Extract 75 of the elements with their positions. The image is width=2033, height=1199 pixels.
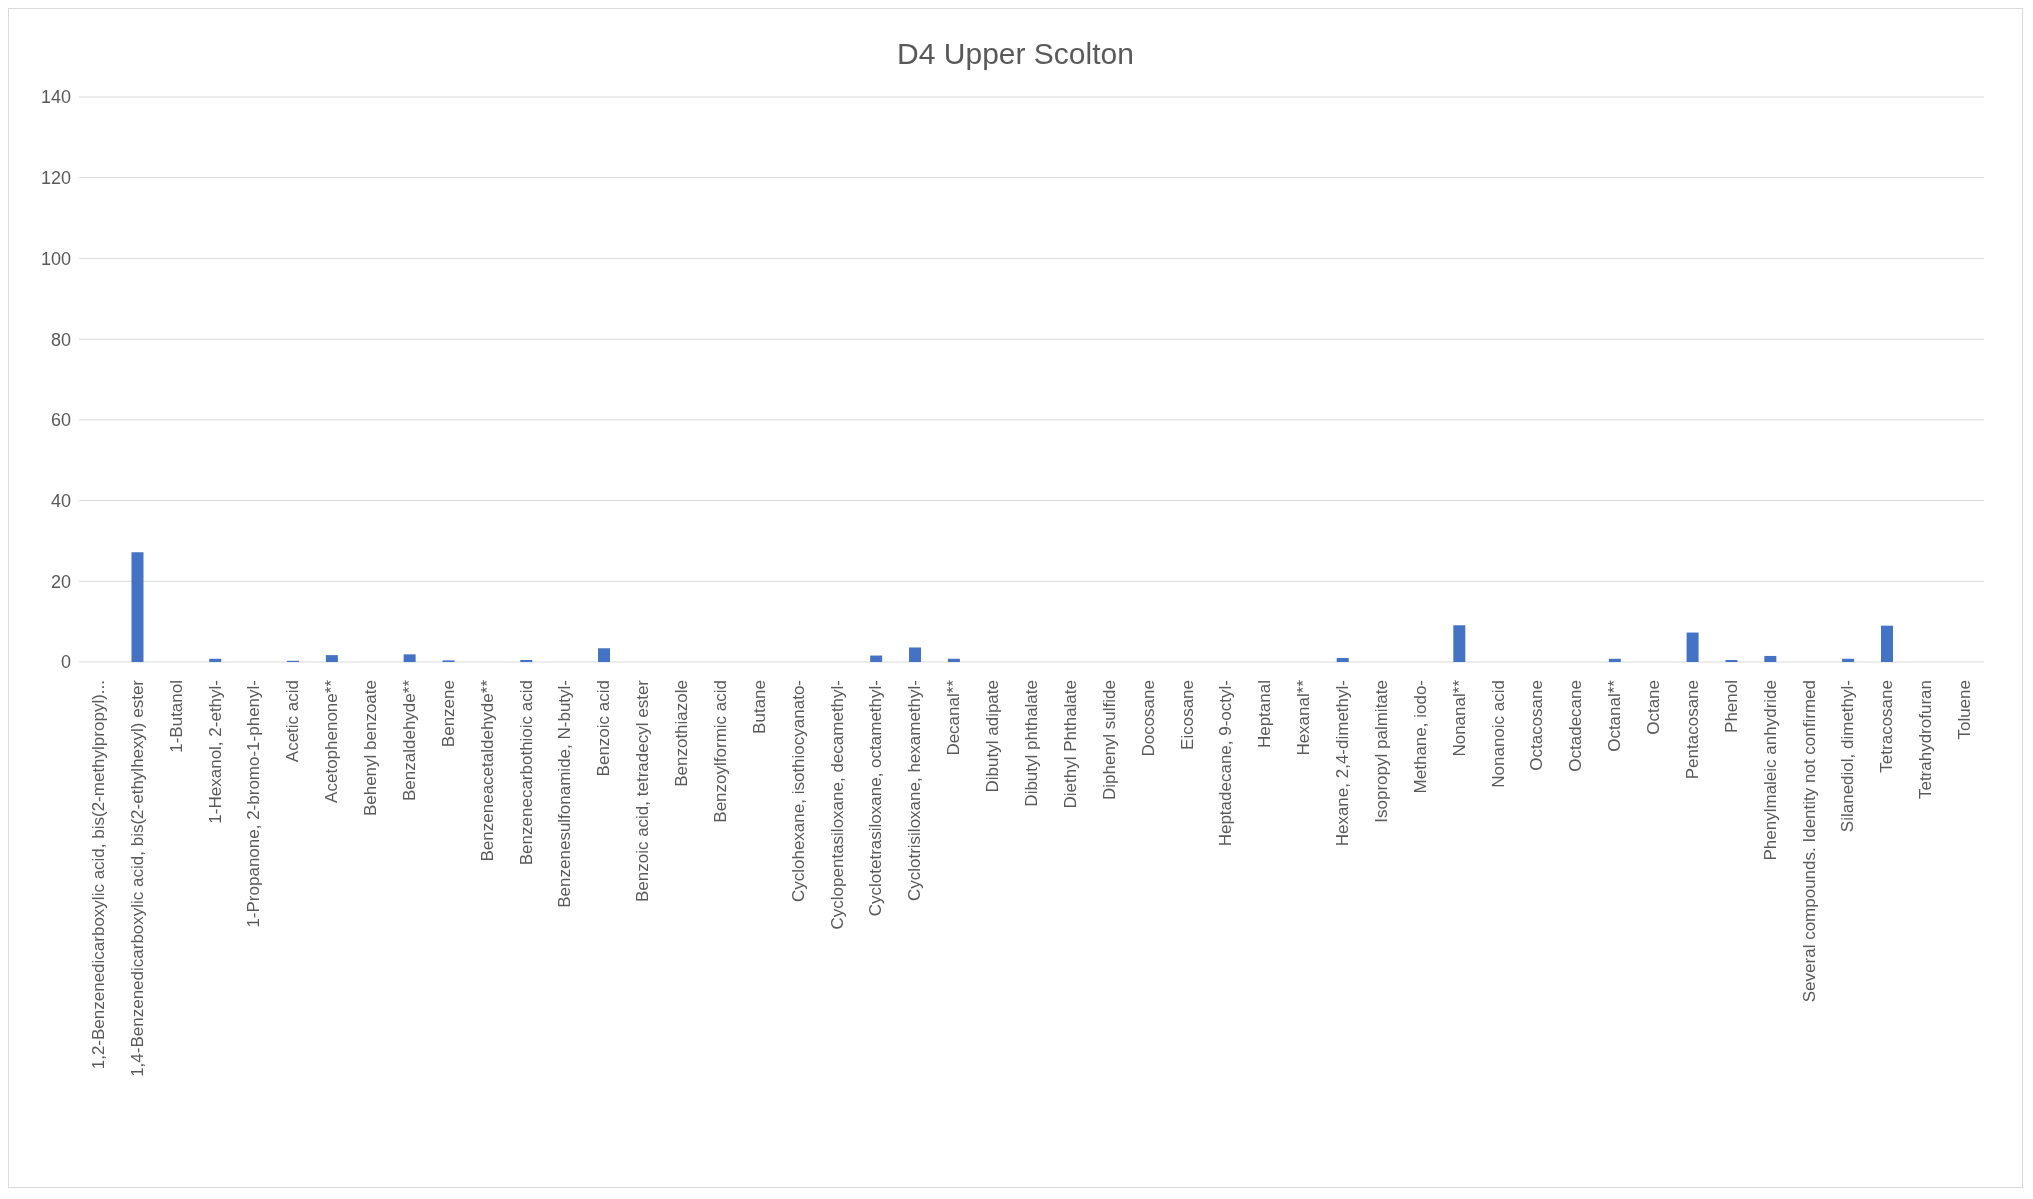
y-tick-label: 40 <box>50 490 71 511</box>
x-tick-label: Decanal** <box>944 679 964 756</box>
bar <box>598 648 611 662</box>
x-tick-label: Hexane, 2,4-dimethyl- <box>1333 680 1353 847</box>
x-tick-label: Eicosane <box>1177 680 1197 750</box>
x-tick-label: Methane, iodo- <box>1410 680 1430 794</box>
bar <box>1725 659 1738 662</box>
y-tick-label: 0 <box>60 652 71 673</box>
x-tick-label: Heptadecane, 9-octyl- <box>1216 680 1236 847</box>
bar <box>1842 658 1855 662</box>
x-tick-label: Diethyl Phthalate <box>1060 680 1080 809</box>
bar <box>131 552 144 662</box>
x-tick-label: 1-Hexanol, 2-ethyl- <box>205 680 225 824</box>
x-tick-label: Several compounds. Identity not confirmed <box>1799 680 1819 1003</box>
y-tick-label: 120 <box>40 168 71 189</box>
bar <box>1608 658 1621 662</box>
x-tick-label: Tetracosane <box>1877 680 1897 773</box>
x-tick-label: Benzoylformic acid <box>710 680 730 823</box>
x-tick-label: Tetrahydrofuran <box>1916 680 1936 800</box>
x-tick-label: Butane <box>749 680 769 734</box>
y-tick-label: 140 <box>40 87 71 108</box>
x-tick-label: Benzeneacetaldehyde** <box>477 679 497 862</box>
bar <box>403 654 416 662</box>
x-tick-label: Cyclopentasiloxane, decamethyl- <box>827 680 847 930</box>
x-tick-label: Octacosane <box>1527 680 1547 771</box>
x-tick-label: Dibutyl adipate <box>983 680 1003 793</box>
x-tick-label: Diphenyl sulfide <box>1099 680 1119 801</box>
x-tick-label: Pentacosane <box>1682 680 1702 780</box>
x-tick-label: 1-Butanol <box>166 680 186 753</box>
x-tick-label: Cyclotetrasiloxane, octamethyl- <box>866 680 886 917</box>
x-tick-label: Behenyl benzoate <box>361 680 381 817</box>
bar <box>909 647 922 662</box>
y-tick-label: 100 <box>40 248 71 269</box>
x-tick-label: Nonanal** <box>1449 679 1469 757</box>
x-tick-label: Phenol <box>1721 680 1741 733</box>
bar <box>870 655 883 662</box>
bar <box>1686 632 1699 662</box>
x-tick-label: 1-Propanone, 2-bromo-1-phenyl- <box>244 680 264 928</box>
x-tick-label: Hexanal** <box>1294 679 1314 756</box>
bar <box>325 655 338 662</box>
x-tick-label: Octanal** <box>1605 679 1625 752</box>
y-tick-label: 20 <box>50 571 71 592</box>
y-tick-label: 80 <box>50 329 71 350</box>
bar <box>947 658 960 662</box>
bar <box>209 658 222 662</box>
y-tick-label: 60 <box>50 410 71 431</box>
x-tick-label: Docosane <box>1138 680 1158 757</box>
bar <box>520 659 533 662</box>
x-tick-label: Cyclohexane, isothiocyanato- <box>788 680 808 903</box>
x-tick-label: Benzene <box>438 680 458 748</box>
x-tick-label: Benzothiazole <box>672 680 692 787</box>
x-tick-label: Benzenesulfonamide, N-butyl- <box>555 680 575 908</box>
bar <box>1880 625 1893 662</box>
x-tick-label: Cyclotrisiloxane, hexamethyl- <box>905 680 925 902</box>
x-tick-label: Phenylmaleic anhydride <box>1760 680 1780 861</box>
bar <box>1764 655 1777 662</box>
x-tick-label: Octane <box>1644 680 1664 735</box>
x-tick-label: Nonanoic acid <box>1488 680 1508 788</box>
x-tick-label: Benzaldehyde** <box>399 679 419 801</box>
x-tick-label: 1,2-Benzenedicarboxylic acid, bis(2-methylpropyl)... <box>88 680 108 1070</box>
x-tick-label: Octadecane <box>1566 680 1586 772</box>
x-tick-label: Acetic acid <box>283 680 303 763</box>
x-tick-label: Acetophenone** <box>322 679 342 803</box>
x-tick-label: Benzoic acid, tetradecyl ester <box>633 679 653 903</box>
x-tick-label: Isopropyl palmitate <box>1371 680 1391 823</box>
x-tick-label: Toluene <box>1955 680 1975 740</box>
x-tick-label: Benzenecarbothioic acid <box>516 680 536 866</box>
x-tick-label: Dibutyl phthalate <box>1022 680 1041 807</box>
bar <box>1453 625 1466 662</box>
chart-title: D4 Upper Scolton <box>896 36 1135 72</box>
x-tick-label: Silanediol, dimethyl- <box>1838 680 1858 833</box>
x-tick-label: 1,4-Benzenedicarboxylic acid, bis(2-ethylhexyl) ester <box>127 679 147 1077</box>
x-tick-label: Heptanal <box>1255 680 1275 749</box>
x-tick-label: Benzoic acid <box>594 680 614 777</box>
bar <box>1336 657 1349 662</box>
